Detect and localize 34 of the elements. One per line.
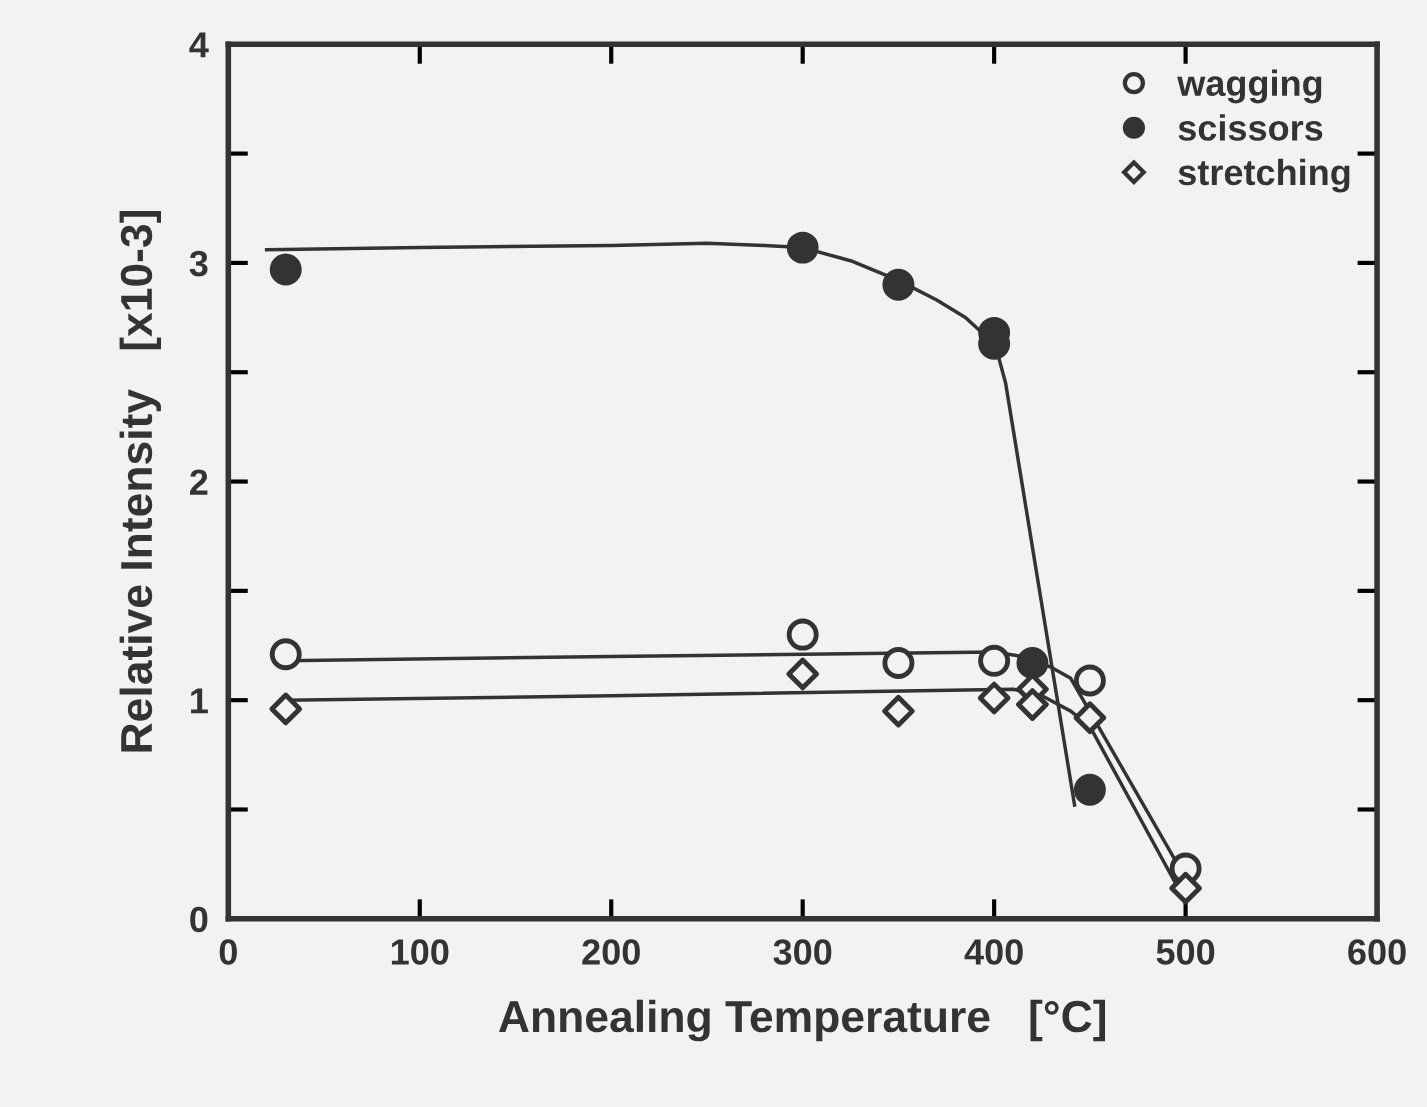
point	[882, 647, 915, 679]
point	[269, 253, 302, 286]
y-tick-label: 3	[189, 250, 208, 277]
point	[882, 268, 915, 301]
point	[1073, 701, 1107, 734]
x-tick-label: 300	[773, 939, 832, 965]
legend-label: wagging	[1177, 69, 1322, 104]
x-tick-label: 500	[1156, 939, 1215, 965]
x-tick-label: 200	[582, 939, 640, 965]
point	[1016, 647, 1049, 679]
x-tick-label: 400	[964, 939, 1023, 965]
point	[786, 618, 819, 651]
x-tick-label: 0	[219, 939, 237, 965]
point	[269, 638, 302, 671]
y-tick-label: 0	[190, 906, 208, 933]
point	[1016, 688, 1049, 721]
y-axis-title: Relative Intensity [x10-3]	[119, 211, 162, 752]
point	[786, 231, 819, 264]
x-tick-label: 600	[1348, 939, 1406, 965]
y-tick-label: 1	[191, 688, 208, 714]
point	[1073, 664, 1106, 697]
point	[1169, 871, 1202, 905]
y-tick-label: 2	[190, 469, 208, 495]
point	[882, 694, 915, 728]
x-tick-label: 100	[391, 939, 449, 965]
x-axis-title: Annealing Temperature [°C]	[498, 999, 1106, 1042]
legend-label: stretching	[1178, 158, 1350, 193]
point	[978, 644, 1011, 677]
point	[269, 692, 303, 726]
y-tick-label: 4	[189, 32, 209, 58]
point	[977, 681, 1011, 715]
point	[786, 657, 820, 691]
point	[1073, 773, 1106, 806]
legend-label: scissors	[1178, 114, 1323, 141]
